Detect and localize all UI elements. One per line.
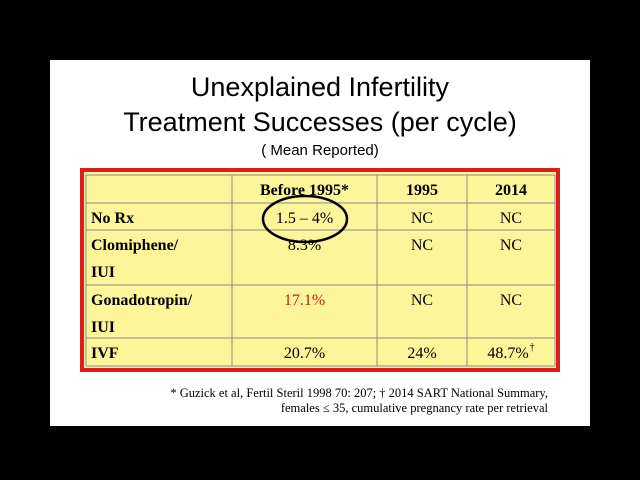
footnote-mark: † [530, 342, 535, 353]
cell: 20.7% [284, 345, 325, 362]
row-label: IUI [91, 319, 115, 336]
row-label: Gonadotropin/ [91, 292, 193, 309]
cell: 8.3% [288, 237, 321, 254]
table: Before 1995* 1995 2014 No Rx 1.5 – 4% NC NC Clo… [85, 174, 556, 367]
footnote-line: females ≤ 35, cumulative pregnancy rate … [281, 401, 549, 415]
subtitle: ( Mean Reported) [261, 142, 379, 159]
column-header: 1995 [406, 182, 438, 199]
title-line: Unexplained Infertility [191, 72, 450, 102]
title-line: Treatment Successes (per cycle) [123, 107, 517, 137]
row-label: IVF [91, 345, 119, 362]
highlight-circle [261, 194, 349, 244]
row-label: No Rx [91, 210, 134, 227]
column-header: 2014 [495, 182, 527, 199]
footnote-line: * Guzick et al, Fertil Steril 1998 70: 2… [170, 386, 548, 400]
cell: NC [500, 292, 522, 309]
column-header: Before 1995* [260, 182, 349, 199]
cell: NC [411, 292, 433, 309]
cell: 48.7% [487, 345, 528, 362]
cell: NC [500, 237, 522, 254]
cell: 17.1% [284, 292, 325, 309]
cell: 1.5 – 4% [276, 210, 333, 227]
row-label: IUI [91, 264, 115, 281]
cell: NC [411, 237, 433, 254]
cell: NC [411, 210, 433, 227]
table-frame [80, 168, 560, 372]
cell: 24% [407, 345, 436, 362]
cell: NC [500, 210, 522, 227]
row-label: Clomiphene/ [91, 237, 179, 254]
